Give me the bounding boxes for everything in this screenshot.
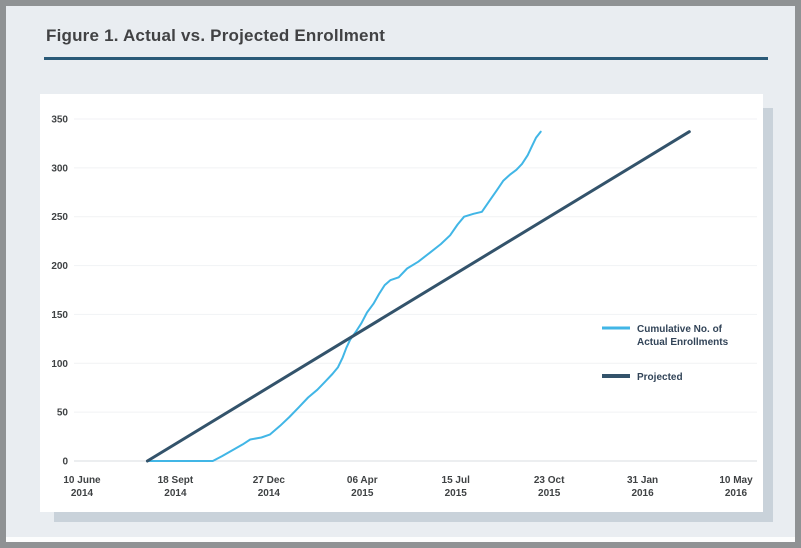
legend-label-actual: Actual Enrollments [637, 337, 729, 348]
x-tick-label: 2016 [631, 488, 654, 499]
x-tick-label: 2015 [445, 488, 468, 499]
x-tick-label: 23 Oct [534, 475, 565, 486]
legend-label-projected: Projected [637, 372, 683, 383]
y-tick-label: 0 [62, 457, 68, 468]
x-tick-label: 10 June [63, 475, 101, 486]
x-tick-label: 2015 [351, 488, 374, 499]
chart-panel: 0 50 100 150 200 250 300 350 10 June 2014 18 Sept 2… [40, 94, 763, 512]
x-tick-label: 18 Sept [158, 475, 194, 486]
x-tick-label: 27 Dec [253, 475, 286, 486]
title-rule [44, 57, 768, 60]
x-tick-label: 2014 [164, 488, 187, 499]
actual-line [146, 130, 542, 462]
x-tick-label: 15 Jul [442, 475, 471, 486]
x-tick-label: 2014 [258, 488, 281, 499]
legend-label-actual: Cumulative No. of [637, 324, 723, 335]
y-tick-label: 200 [51, 261, 68, 272]
x-tick-label: 2016 [725, 488, 748, 499]
y-tick-label: 300 [51, 163, 68, 174]
x-tick-label: 2014 [71, 488, 94, 499]
x-tick-label: 31 Jan [627, 475, 658, 486]
y-tick-label: 350 [51, 115, 68, 126]
y-tick-label: 50 [57, 408, 69, 419]
x-tick-label: 10 May [719, 475, 753, 486]
x-tick-label: 2015 [538, 488, 561, 499]
figure-title: Figure 1. Actual vs. Projected Enrollmen… [46, 26, 386, 45]
x-tick-label: 06 Apr [347, 475, 378, 486]
enrollment-chart: 0 50 100 150 200 250 300 350 10 June 2014 18 Sept 2… [51, 115, 757, 499]
projected-line [145, 130, 691, 463]
y-tick-label: 150 [51, 310, 68, 321]
y-tick-label: 100 [51, 359, 68, 370]
y-tick-label: 250 [51, 212, 68, 223]
